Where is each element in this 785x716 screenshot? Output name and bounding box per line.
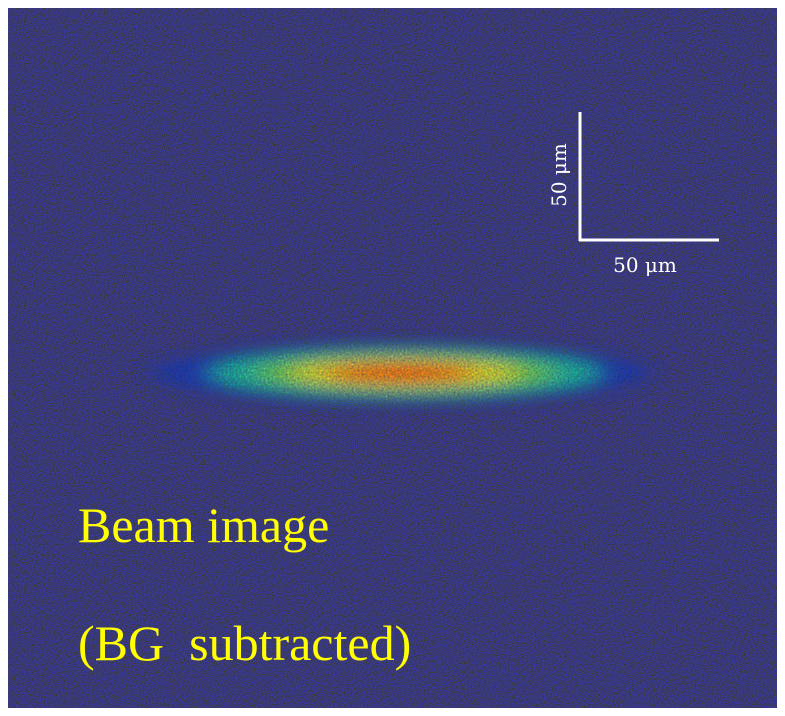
scale-label-vertical: 50 μm bbox=[547, 143, 571, 207]
caption-line: Beam image bbox=[78, 497, 329, 553]
beam-spot bbox=[150, 345, 650, 401]
caption-line: (BG subtracted) bbox=[78, 615, 411, 671]
scale-label-horizontal: 50 μm bbox=[613, 253, 677, 277]
